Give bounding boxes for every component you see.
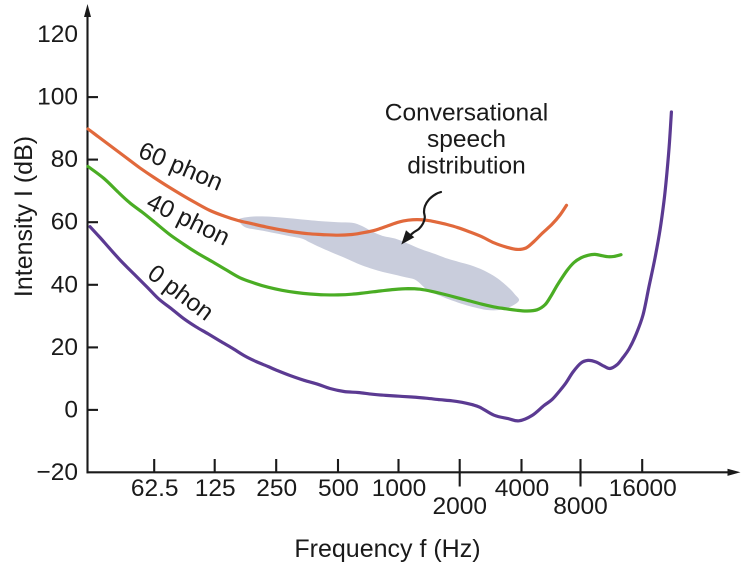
svg-text:120: 120 [37, 21, 78, 48]
svg-text:2000: 2000 [432, 493, 487, 520]
svg-text:500: 500 [318, 475, 359, 502]
svg-text:20: 20 [51, 334, 78, 361]
svg-text:16000: 16000 [609, 475, 677, 502]
svg-text:Intensity I (dB): Intensity I (dB) [10, 136, 38, 297]
svg-text:80: 80 [51, 146, 78, 173]
svg-text:40: 40 [51, 271, 78, 298]
svg-text:1000: 1000 [372, 475, 427, 502]
svg-text:−20: −20 [36, 459, 78, 486]
svg-text:Conversational: Conversational [385, 99, 548, 126]
svg-text:125: 125 [195, 475, 236, 502]
svg-text:62.5: 62.5 [131, 475, 179, 502]
svg-text:8000: 8000 [553, 493, 608, 520]
svg-text:250: 250 [256, 475, 297, 502]
svg-text:distribution: distribution [407, 153, 525, 180]
svg-text:60: 60 [51, 209, 78, 236]
svg-text:100: 100 [37, 84, 78, 111]
svg-text:4000: 4000 [495, 475, 550, 502]
svg-text:0: 0 [64, 396, 78, 423]
svg-text:speech: speech [427, 126, 506, 153]
svg-text:Frequency f (Hz): Frequency f (Hz) [294, 535, 480, 563]
